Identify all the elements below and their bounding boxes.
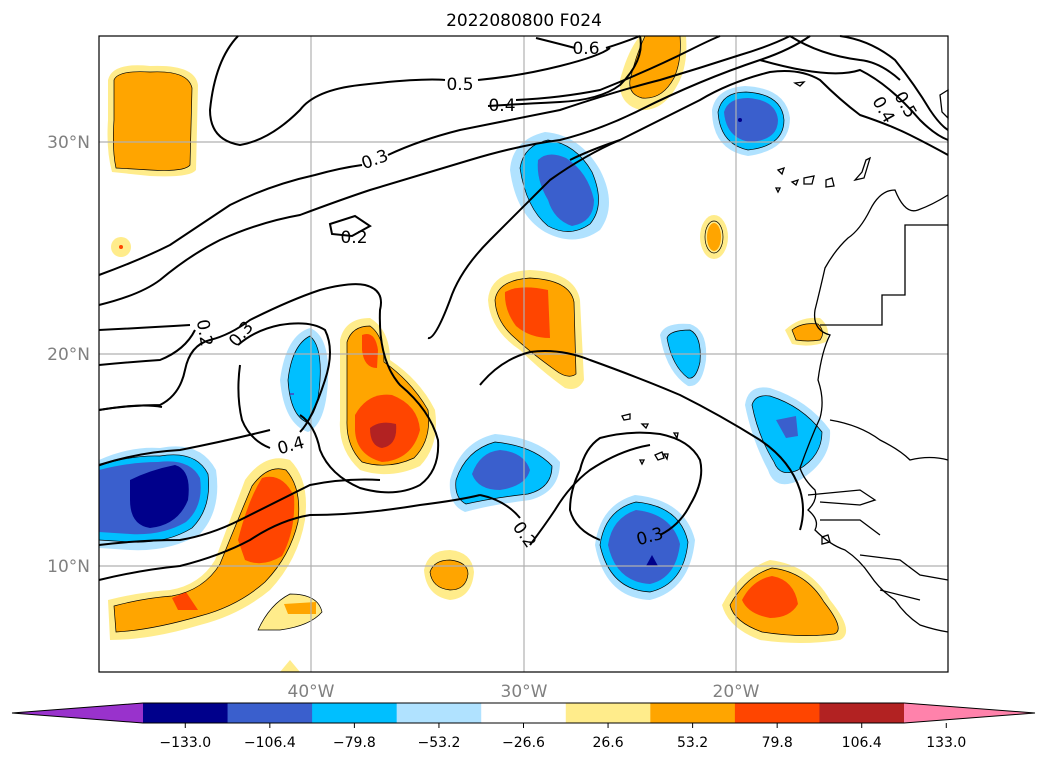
colorbar-tick-label: 53.2 (677, 735, 708, 751)
colorbar-bin (143, 703, 229, 723)
colorbar-bin (227, 703, 313, 723)
colorbar-tick-label: −79.8 (333, 735, 376, 751)
latitude-labels: 30°N 20°N 10°N (47, 133, 90, 577)
map-frame (98, 35, 949, 673)
colorbar-tick-label: 133.0 (926, 735, 966, 751)
positive-anomaly-small-east (700, 215, 728, 259)
colorbar-outline (11, 702, 1036, 724)
contour-label: 0.4 (488, 96, 515, 116)
colorbar-bin (565, 703, 651, 723)
colorbar-bin (650, 703, 736, 723)
contour-lines (98, 35, 949, 581)
contour-label: 0.2 (192, 318, 216, 348)
colorbar-tick-label: 26.6 (592, 735, 623, 751)
colorbar-ticks: −133.0 −106.4 −79.8 −53.2 −26.6 26.6 53.2 79.8 1… (159, 723, 966, 751)
anomaly-outlines (98, 35, 839, 636)
colorbar-bin (734, 703, 820, 723)
contour-label: 0.2 (340, 228, 367, 248)
colorbar-bin (481, 703, 567, 723)
lon-tick-label: 20°W (713, 682, 760, 702)
colorbar-bin (312, 703, 398, 723)
coastlines (621, 81, 949, 633)
positive-anomaly-small-south (258, 594, 322, 630)
colorbar-bins (143, 703, 905, 723)
colorbar: −133.0 −106.4 −79.8 −53.2 −26.6 26.6 53.2 79.8 1… (11, 702, 1036, 751)
colorbar-tick-label: −53.2 (417, 735, 460, 751)
colorbar-over-arrow (904, 703, 1035, 723)
colorbar-tick-label: −26.6 (502, 735, 545, 751)
negative-anomaly-southwest (99, 446, 218, 551)
colorbar-tick-label: 79.8 (762, 735, 793, 751)
colorbar-under-arrow (12, 703, 143, 723)
contour-label: 0.5 (446, 75, 473, 95)
negative-anomaly-east (745, 387, 831, 485)
colorbar-tick-label: −106.4 (244, 735, 296, 751)
colorbar-tick-label: 106.4 (842, 735, 882, 751)
positive-anomaly-southeast (722, 560, 847, 643)
lon-tick-label: 40°W (288, 682, 335, 702)
positive-anomaly-small-south-central (424, 550, 474, 600)
colorbar-bin (396, 703, 482, 723)
positive-anomaly-west-central (339, 318, 436, 475)
lat-tick-label: 30°N (47, 133, 90, 153)
positive-anomaly-nw (107, 65, 198, 177)
lat-tick-label: 10°N (47, 557, 90, 577)
contour-label: 0.6 (572, 39, 599, 59)
colorbar-bin (819, 703, 905, 723)
longitude-labels: 40°W 30°W 20°W (288, 682, 760, 702)
lat-tick-label: 20°N (47, 345, 90, 365)
lon-tick-label: 30°W (501, 682, 548, 702)
positive-anomaly-southwest-band (108, 458, 306, 640)
colorbar-tick-label: −133.0 (159, 735, 211, 751)
figure-title: 2022080800 F024 (446, 11, 602, 31)
negative-anomaly-northeast (712, 86, 790, 156)
